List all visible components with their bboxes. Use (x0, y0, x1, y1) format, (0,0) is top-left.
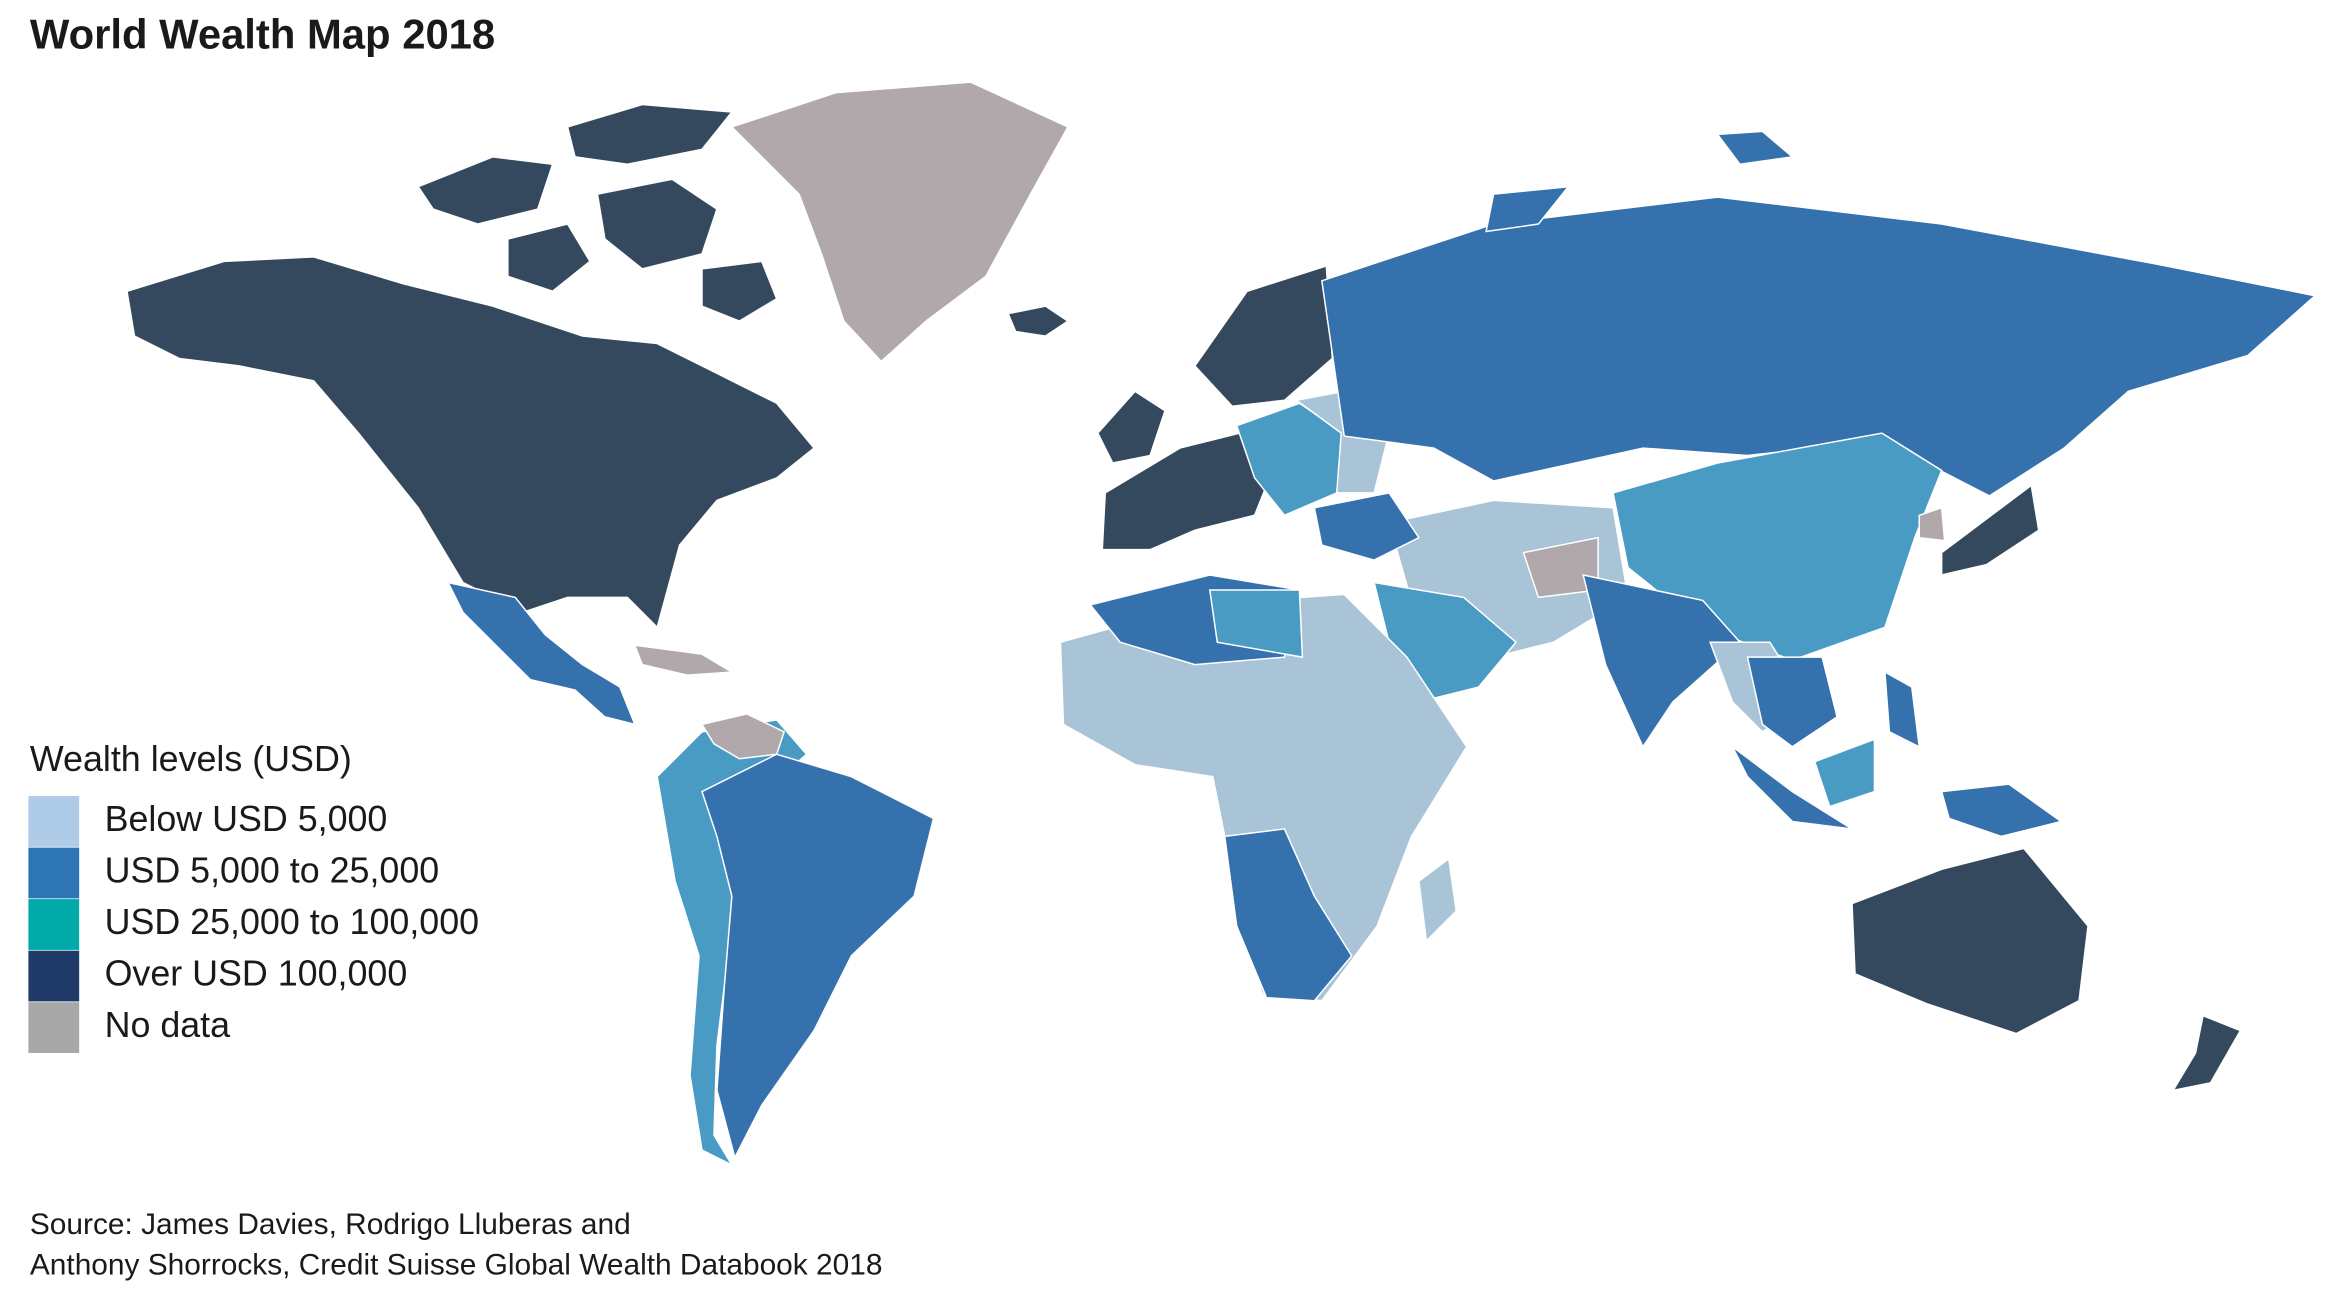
legend-swatch (28, 796, 80, 847)
source-line: Source: James Davies, Rodrigo Lluberas a… (30, 1208, 631, 1241)
legend: Wealth levels (USD) Below USD 5,000 USD 5… (28, 739, 479, 1053)
legend-swatch (28, 899, 80, 950)
source-line: Anthony Shorrocks, Credit Suisse Global … (30, 1248, 883, 1281)
legend-swatch (28, 950, 80, 1002)
legend-label: Below USD 5,000 (105, 799, 388, 839)
world-map (126, 81, 2317, 1167)
legend-title: Wealth levels (USD) (30, 739, 352, 779)
title: World Wealth Map 2018 (30, 10, 495, 57)
legend-label: No data (105, 1005, 231, 1045)
legend-label: USD 25,000 to 100,000 (105, 902, 479, 942)
legend-swatch (28, 847, 80, 899)
legend-swatch (28, 1002, 80, 1053)
legend-label: Over USD 100,000 (105, 954, 408, 994)
legend-label: USD 5,000 to 25,000 (105, 850, 440, 890)
